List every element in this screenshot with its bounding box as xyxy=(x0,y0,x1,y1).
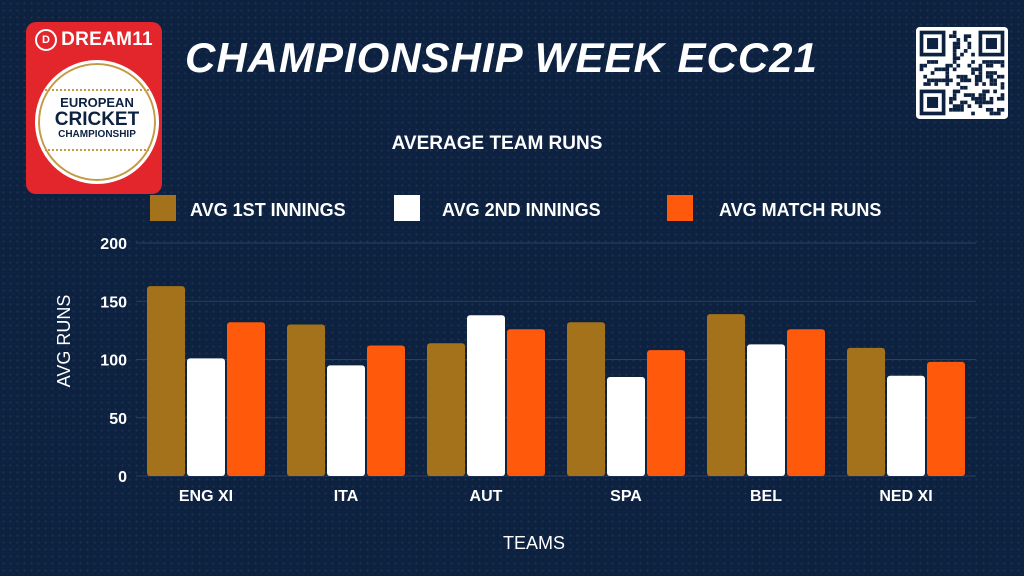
bar-ned-xi-series-2 xyxy=(887,375,925,476)
logo-line-european: EUROPEAN xyxy=(60,95,134,110)
y-tick-label: 150 xyxy=(100,294,127,311)
y-tick-label: 0 xyxy=(118,469,127,486)
bar-spa-series-2 xyxy=(607,376,645,476)
chart-legend: AVG 1ST INNINGS AVG 2ND INNINGS AVG MATC… xyxy=(150,195,881,221)
bars xyxy=(147,286,965,476)
bar-bel-series-2 xyxy=(747,344,785,476)
x-tick-label: BEL xyxy=(750,488,782,505)
x-axis-label: TEAMS xyxy=(503,533,565,553)
ball-seam-bottom xyxy=(45,149,149,151)
x-tick-label: AUT xyxy=(470,488,503,505)
bar-ita-series-3 xyxy=(367,345,405,476)
x-tick-label: ENG XI xyxy=(179,488,233,505)
chart-title: AVERAGE TEAM RUNS xyxy=(392,133,603,154)
bar-bel-series-3 xyxy=(787,329,825,476)
cricket-ball-icon: EUROPEAN CRICKET CHAMPIONSHIP xyxy=(35,60,159,184)
gridlines xyxy=(136,242,976,477)
legend-label-series-1: AVG 1ST INNINGS xyxy=(190,200,346,220)
dream11-brand: D DREAM11 xyxy=(26,29,162,51)
ball-seam-top xyxy=(45,89,149,91)
y-tick-labels: 0 50 100 150 200 xyxy=(100,236,127,486)
bar-spa-series-1 xyxy=(567,322,605,476)
bar-eng-xi-series-1 xyxy=(147,286,185,476)
y-tick-label: 50 xyxy=(109,411,127,428)
legend-swatch-series-1 xyxy=(150,195,176,221)
legend-swatch-series-3 xyxy=(667,195,693,221)
bar-eng-xi-series-3 xyxy=(227,322,265,476)
qr-code-icon[interactable] xyxy=(916,27,1008,119)
bar-aut-series-3 xyxy=(507,329,545,476)
legend-swatch-series-2 xyxy=(394,195,420,221)
page-title: CHAMPIONSHIP WEEK ECC21 xyxy=(185,34,818,81)
x-tick-label: SPA xyxy=(610,488,642,505)
dream11-brand-text: DREAM11 xyxy=(61,29,153,50)
logo-line-cricket: CRICKET xyxy=(54,109,140,130)
bar-aut-series-1 xyxy=(427,343,465,476)
dream11-ecc-logo: D DREAM11 EUROPEAN CRICKET CHAMPIONSHIP xyxy=(26,22,162,194)
bar-eng-xi-series-2 xyxy=(187,358,225,476)
y-axis-label: AVG RUNS xyxy=(54,295,74,388)
legend-label-series-2: AVG 2ND INNINGS xyxy=(442,200,601,220)
y-tick-label: 100 xyxy=(100,353,127,370)
logo-line-championship: CHAMPIONSHIP xyxy=(58,129,136,140)
bar-aut-series-2 xyxy=(467,315,505,476)
legend-label-series-3: AVG MATCH RUNS xyxy=(719,200,881,220)
bar-spa-series-3 xyxy=(647,350,685,476)
dream11-logo-icon: D xyxy=(35,29,58,51)
x-tick-label: NED XI xyxy=(879,488,932,505)
bar-ita-series-2 xyxy=(327,365,365,476)
bar-ita-series-1 xyxy=(287,324,325,476)
bar-ned-xi-series-1 xyxy=(847,347,885,476)
x-tick-labels: ENG XI ITA AUT SPA BEL NED XI xyxy=(179,488,933,505)
bar-ned-xi-series-3 xyxy=(927,361,965,476)
x-tick-label: ITA xyxy=(334,488,359,505)
y-tick-label: 200 xyxy=(100,236,127,253)
bar-bel-series-1 xyxy=(707,314,745,476)
